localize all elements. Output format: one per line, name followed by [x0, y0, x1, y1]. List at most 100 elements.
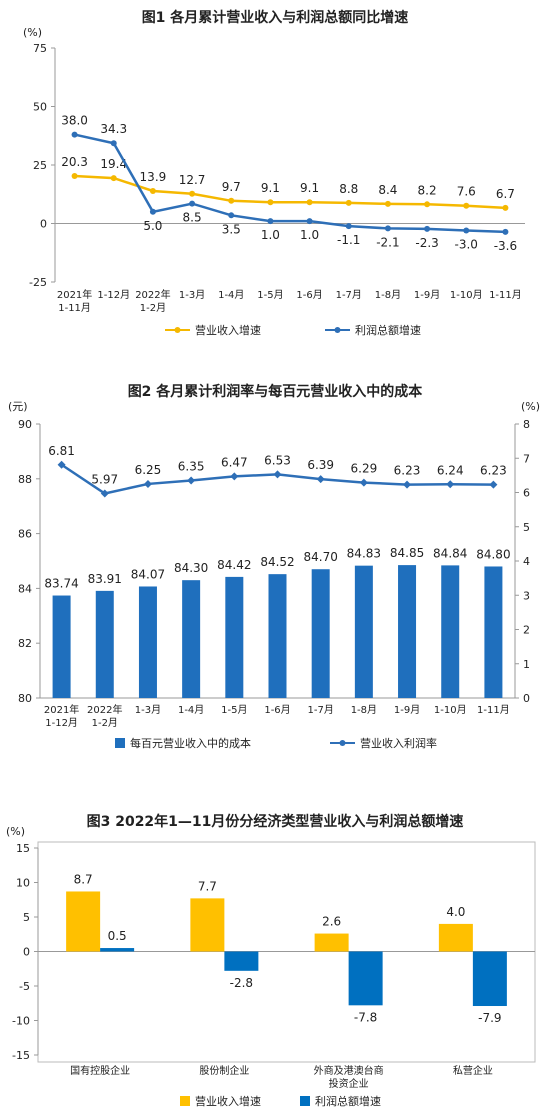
series-line: [74, 174, 506, 210]
y-tick-label: 50: [33, 101, 47, 114]
x-tick-label: 1-4月: [218, 289, 244, 301]
x-tick-label: 1-4月: [178, 704, 204, 716]
legend-label: 营业收入利润率: [360, 736, 437, 750]
marker: [316, 475, 325, 484]
y2-tick-label: 8: [523, 418, 530, 431]
value-label: 5.97: [91, 473, 118, 487]
marker: [143, 479, 152, 488]
y-axis-unit: (%): [6, 825, 25, 838]
x-tick-label: 1-10月: [434, 704, 467, 716]
x-tick-label: 国有控股企业: [70, 1064, 130, 1077]
value-label: 1.0: [300, 228, 319, 242]
marker: [230, 472, 239, 481]
marker: [306, 218, 313, 225]
series-line: [74, 133, 506, 234]
y2-tick-label: 5: [523, 521, 530, 534]
value-label: 9.7: [222, 180, 241, 194]
x-tick-label: 1-8月: [375, 289, 401, 301]
x-tick-label: 2021年 1-12月: [44, 703, 79, 729]
x-tick-label: 1-12月: [97, 289, 130, 301]
legend-swatch: [180, 1096, 190, 1106]
marker: [100, 489, 109, 498]
bar: [472, 951, 507, 1007]
marker: [403, 480, 412, 489]
value-label: 0.5: [108, 929, 127, 943]
x-tick-label: 1-5月: [257, 289, 283, 301]
x-tick-label: 1-3月: [179, 289, 205, 301]
value-label: 6.24: [437, 463, 464, 477]
marker: [57, 460, 66, 469]
marker: [502, 204, 509, 211]
y-tick-label: 25: [33, 159, 47, 172]
legend-marker: [334, 327, 341, 333]
x-tick-label: 1-6月: [264, 704, 290, 716]
value-label: -7.9: [478, 1011, 501, 1025]
y-tick-label: 75: [33, 42, 47, 55]
value-label: 6.25: [135, 463, 162, 477]
marker: [446, 480, 455, 489]
value-label: 4.0: [446, 905, 465, 919]
chart-title: 图1 各月累计营业收入与利润总额同比增速: [142, 9, 409, 26]
marker: [267, 218, 274, 225]
x-tick-label: 私营企业: [453, 1064, 493, 1077]
value-label: -3.6: [494, 239, 517, 253]
y-tick-label: 10: [16, 877, 30, 890]
legend-swatch: [115, 738, 125, 748]
bar: [438, 923, 473, 952]
marker: [502, 228, 509, 235]
value-label: 84.07: [131, 567, 165, 581]
value-label: 83.91: [88, 572, 122, 586]
marker: [149, 208, 156, 215]
value-label: 84.52: [260, 555, 294, 569]
x-tick-label: 1-11月: [477, 704, 510, 716]
y2-tick-label: 6: [523, 487, 530, 500]
marker: [424, 201, 431, 208]
marker: [267, 199, 274, 206]
legend-marker: [174, 327, 181, 333]
value-label: 8.5: [183, 211, 202, 225]
bar: [95, 590, 114, 698]
y-tick-label: 0: [23, 946, 30, 959]
value-label: -1.1: [337, 233, 360, 247]
x-tick-label: 1-6月: [296, 289, 322, 301]
value-label: 84.42: [217, 558, 251, 572]
x-tick-label: 1-10月: [450, 289, 483, 301]
x-tick-label: 2022年 1-2月: [87, 703, 122, 729]
chart-title: 图3 2022年1—11月份分经济类型营业收入与利润总额增速: [87, 813, 464, 830]
value-label: 83.74: [44, 577, 78, 591]
marker: [149, 187, 156, 194]
value-label: 2.6: [322, 915, 341, 929]
marker: [71, 131, 78, 138]
bar: [268, 574, 287, 698]
y-tick-label: 15: [16, 842, 30, 855]
marker: [110, 140, 117, 147]
y-tick-label: -10: [12, 1015, 30, 1028]
value-label: -3.0: [455, 238, 478, 252]
value-label: 7.6: [457, 185, 476, 199]
x-tick-label: 1-11月: [489, 289, 522, 301]
value-label: 8.7: [74, 872, 93, 886]
x-tick-label: 2021年 1-11月: [57, 288, 92, 314]
value-label: 6.7: [496, 187, 515, 201]
value-label: 8.4: [378, 183, 397, 197]
x-tick-label: 1-9月: [394, 704, 420, 716]
y-tick-label: 86: [18, 528, 32, 541]
marker: [463, 202, 470, 209]
value-label: 9.1: [261, 181, 280, 195]
x-tick-label: 1-7月: [308, 704, 334, 716]
value-label: 84.80: [476, 547, 510, 561]
legend-label: 营业收入增速: [195, 323, 261, 337]
bar: [66, 891, 101, 952]
legend-swatch: [300, 1096, 310, 1106]
value-label: 20.3: [61, 155, 88, 169]
marker: [345, 223, 352, 230]
value-label: 9.1: [300, 181, 319, 195]
x-tick-label: 2022年 1-2月: [135, 288, 170, 314]
value-label: 84.84: [433, 546, 467, 560]
value-label: 7.7: [198, 879, 217, 893]
y-tick-label: 82: [18, 637, 32, 650]
x-tick-label: 1-5月: [221, 704, 247, 716]
value-label: 13.9: [140, 170, 167, 184]
value-label: 84.30: [174, 561, 208, 575]
